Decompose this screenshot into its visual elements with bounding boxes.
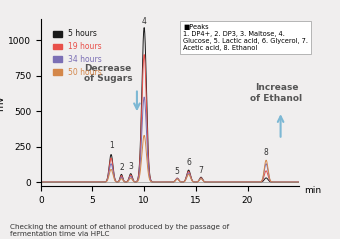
Text: min: min	[304, 186, 322, 196]
50 hours	[194, 181, 198, 184]
Y-axis label: mV: mV	[0, 95, 5, 111]
5 hours	[232, 181, 236, 184]
19 hours	[232, 181, 236, 184]
5 hours	[194, 181, 198, 184]
Text: 8: 8	[264, 148, 269, 157]
Text: 7: 7	[199, 166, 203, 175]
34 hours	[194, 181, 198, 184]
19 hours	[137, 165, 141, 168]
Line: 34 hours: 34 hours	[41, 97, 299, 182]
5 hours	[251, 181, 255, 184]
Text: Decrease
of Sugars: Decrease of Sugars	[84, 64, 132, 83]
50 hours	[137, 175, 141, 178]
50 hours	[297, 181, 301, 184]
Text: Increase
of Ethanol: Increase of Ethanol	[250, 83, 303, 103]
34 hours	[207, 181, 211, 184]
Line: 50 hours: 50 hours	[41, 135, 299, 182]
34 hours	[86, 181, 90, 184]
5 hours	[39, 181, 43, 184]
Text: 6: 6	[186, 158, 191, 167]
Text: ■Peaks
1. DP4+, 2. DP3, 3. Maltose, 4.
Glucose, 5. Lactic acid, 6. Glycerol, 7.
: ■Peaks 1. DP4+, 2. DP3, 3. Maltose, 4. G…	[183, 24, 308, 51]
5 hours	[86, 181, 90, 184]
34 hours	[232, 181, 236, 184]
19 hours	[86, 181, 90, 184]
5 hours	[297, 181, 301, 184]
Text: 3: 3	[128, 162, 133, 171]
50 hours	[86, 181, 90, 184]
19 hours	[297, 181, 301, 184]
34 hours	[251, 181, 255, 184]
Text: 2: 2	[119, 163, 124, 172]
50 hours	[251, 181, 255, 184]
Line: 19 hours: 19 hours	[41, 54, 299, 182]
5 hours	[137, 161, 141, 164]
19 hours	[207, 181, 211, 184]
Text: Checking the amount of ethanol produced by the passage of
fermentation time via : Checking the amount of ethanol produced …	[10, 224, 229, 237]
Text: 5: 5	[175, 167, 180, 176]
50 hours	[207, 181, 211, 184]
5 hours	[207, 181, 211, 184]
5 hours	[142, 26, 146, 29]
34 hours	[142, 96, 146, 98]
34 hours	[297, 181, 301, 184]
50 hours	[142, 134, 146, 137]
19 hours	[251, 181, 255, 184]
Line: 5 hours: 5 hours	[41, 28, 299, 182]
19 hours	[39, 181, 43, 184]
34 hours	[137, 170, 141, 173]
Text: 1: 1	[109, 141, 114, 150]
Text: 4: 4	[142, 17, 147, 26]
19 hours	[142, 53, 146, 56]
50 hours	[232, 181, 236, 184]
34 hours	[39, 181, 43, 184]
19 hours	[194, 181, 198, 184]
Legend: 5 hours, 19 hours, 34 hours, 50 hours: 5 hours, 19 hours, 34 hours, 50 hours	[50, 26, 105, 80]
50 hours	[39, 181, 43, 184]
